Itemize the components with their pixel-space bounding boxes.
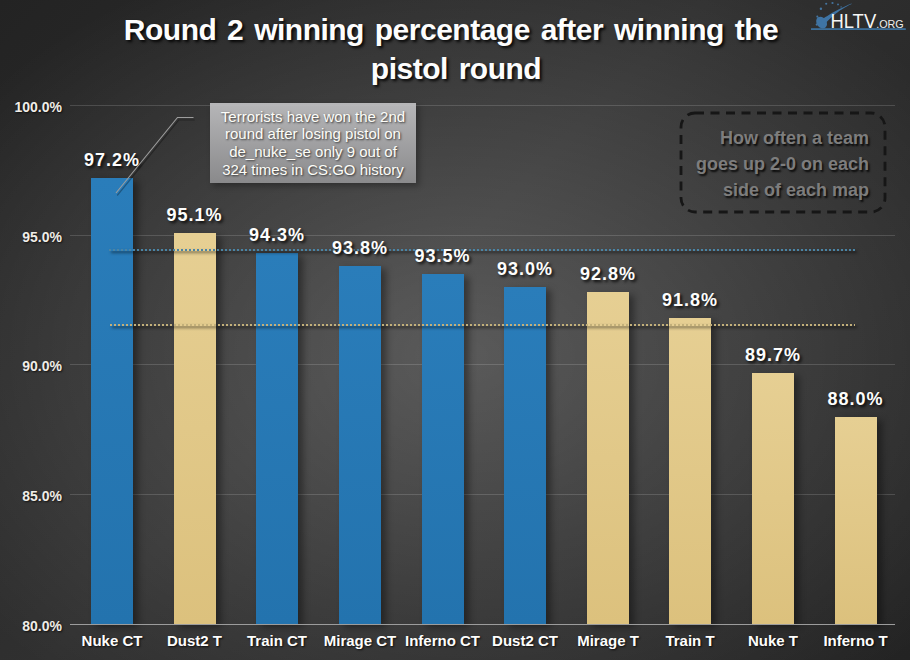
svg-text:.ORG: .ORG (876, 18, 904, 30)
